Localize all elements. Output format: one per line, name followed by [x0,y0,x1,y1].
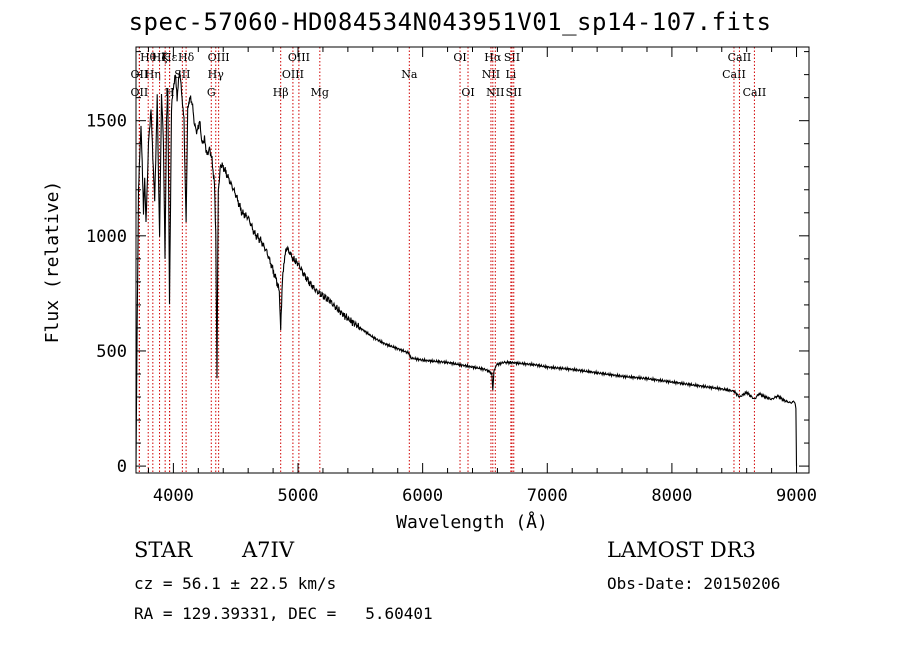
axis-labels-layer: Wavelength (Å) Flux (relative) [42,181,548,533]
line-marker-label-16: Mg [311,86,329,99]
y-tick-label: 1000 [86,227,127,247]
x-tick-label: 7000 [527,486,568,506]
series-layer [135,71,798,470]
line-marker-label-8: SII [174,68,190,81]
line-marker-label-13: Hβ [273,86,289,99]
line-marker-label-24: Li [505,68,516,81]
line-marker-label-10: OIII [208,51,230,64]
x-axis-label: Wavelength (Å) [396,511,548,533]
line-marker-label-4: Hζ [152,51,168,64]
object-type: STAR [134,538,193,562]
y-tick-label: 0 [117,457,127,477]
line-marker-label-14: OIII [282,68,304,81]
line-marker-label-23: SII [504,51,520,64]
y-tick-label: 500 [96,342,127,362]
x-tick-label: 9000 [776,486,817,506]
x-tick-label: 6000 [402,486,443,506]
line-marker-label-21: Hα [484,51,502,64]
line-marker-label-18: OI [453,51,466,64]
line-marker-label-12: G [207,86,216,99]
observation-date: Obs-Date: 20150206 [607,574,781,593]
line-marker-label-22: NII [486,86,504,99]
axes-layer: 4000 5000 6000 7000 8000 9000 0 500 1000 1500 [86,46,817,506]
line-marker-label-3: Hη [145,68,161,81]
plot-frame [135,46,810,474]
line-marker-label-11: Hγ [208,68,225,81]
line-marker-label-9: Hδ [178,51,195,64]
line-marker-label-25: SII [506,86,522,99]
ra-dec-coordinates: RA = 129.39331, DEC = 5.60401 [134,604,433,623]
line-marker-label-6: K [161,51,170,64]
x-tick-label: 8000 [651,486,692,506]
x-tick-label: 5000 [278,486,319,506]
line-marker-label-1: OII [131,86,149,99]
line-marker-label-20: NII [482,68,500,81]
x-tick-label: 4000 [153,486,194,506]
series-flux [135,71,798,470]
y-axis-label: Flux (relative) [42,181,63,344]
line-marker-label-19: OI [461,86,474,99]
line-markers-layer: OIIOIIHθHηHζHεKHSIIHδOIIIHγGHβOIIIOIIIMg… [131,47,767,473]
spectral-subclass: A7IV [242,538,294,562]
line-marker-label-17: Na [401,68,418,81]
line-marker-label-7: H [165,86,175,99]
chart-title: spec-57060-HD084534N043951V01_sp14-107.f… [128,8,772,36]
line-marker-label-15: OIII [288,51,310,64]
line-marker-label-26: CaII [722,68,746,81]
line-marker-label-27: CaII [728,51,752,64]
survey-name: LAMOST DR3 [607,538,756,562]
y-tick-label: 1500 [86,112,127,132]
line-marker-label-28: CaII [743,86,767,99]
redshift-cz: cz = 56.1 ± 22.5 km/s [134,574,337,593]
